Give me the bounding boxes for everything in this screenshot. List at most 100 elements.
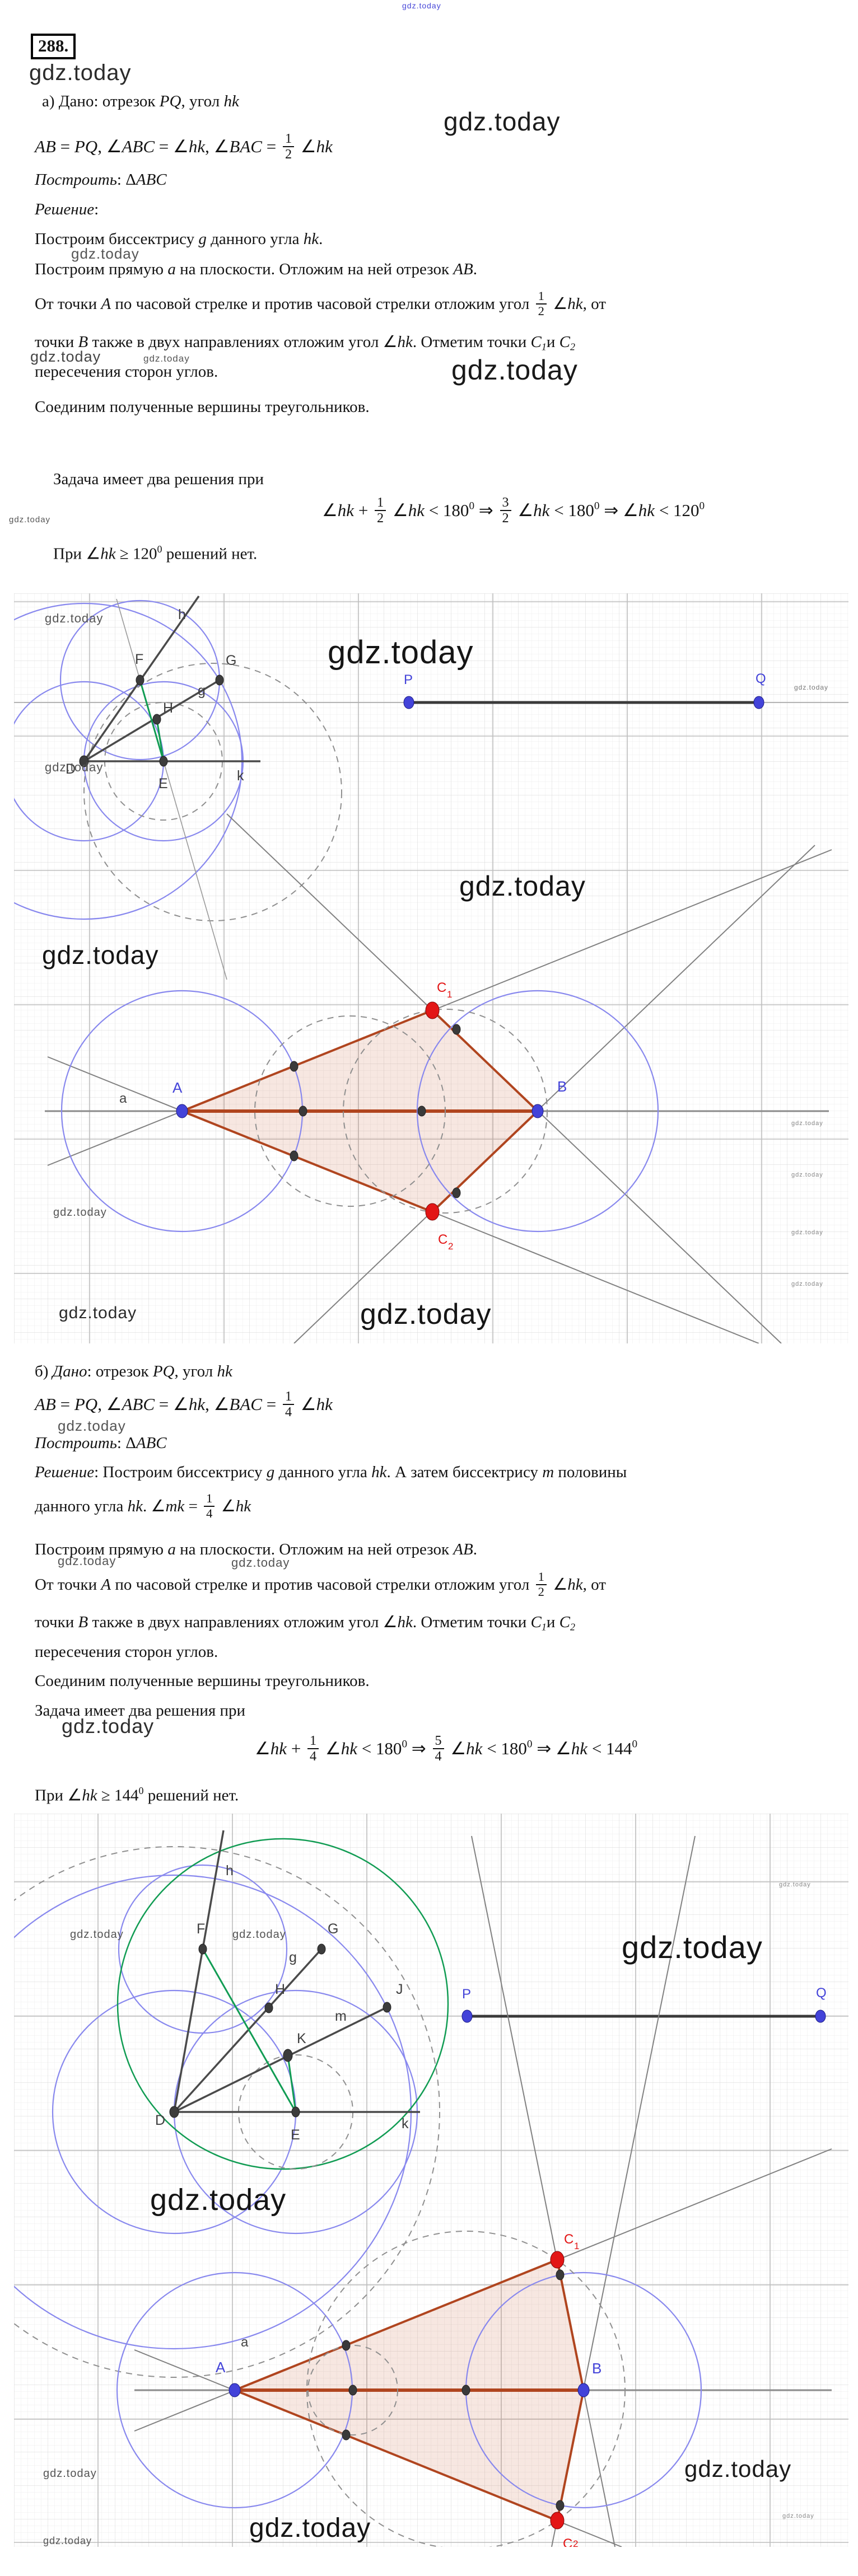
- watermark: gdz.today: [451, 354, 578, 386]
- point-A: [229, 2383, 241, 2397]
- point-G: [317, 1943, 326, 1955]
- construction-points: [169, 1943, 391, 2118]
- bisector-chords-green: [139, 680, 165, 762]
- construction-points: [79, 675, 224, 767]
- point-Q: [753, 696, 764, 709]
- label-F: F: [135, 652, 143, 667]
- point-F: [198, 1943, 207, 1955]
- svg-text:C: C: [438, 1232, 447, 1247]
- label-C2: C 2: [438, 1232, 453, 1252]
- label-g: g: [198, 683, 206, 699]
- label-a: a: [119, 1091, 127, 1106]
- construction-line-thin: [116, 598, 227, 980]
- text-line-a-build: Построить: ΔABC: [35, 171, 167, 189]
- watermark: gdz.today: [9, 515, 51, 524]
- svg-text:gdz.today: gdz.today: [59, 1304, 137, 1322]
- svg-text:gdz.today: gdz.today: [782, 2513, 814, 2519]
- text-line-b-build: Построить: ΔABC: [35, 1434, 167, 1452]
- watermark: gdz.today gdz.today gdz.today gdz.today …: [42, 611, 828, 1331]
- text-line-b-step5: пересечения сторон углов.: [35, 1643, 218, 1661]
- svg-text:gdz.today: gdz.today: [791, 1172, 823, 1178]
- label-C2: C 2: [563, 2536, 578, 2547]
- point-C2: [550, 2512, 565, 2530]
- text-line-a-step2: Построим прямую a на плоскости. Отложим …: [35, 260, 477, 278]
- text-line-a-step5: пересечения сторон углов.: [35, 363, 218, 381]
- label-P: P: [462, 1987, 471, 2002]
- svg-text:gdz.today: gdz.today: [45, 760, 103, 774]
- text-line-b-step6: Соединим полученные вершины треугольнико…: [35, 1672, 370, 1690]
- watermark: gdz.today: [71, 245, 139, 262]
- triangle-sides: [234, 2259, 585, 2522]
- svg-text:gdz.today: gdz.today: [779, 1881, 811, 1888]
- svg-text:gdz.today: gdz.today: [360, 1298, 492, 1331]
- point-B: [531, 1104, 544, 1118]
- watermark: gdz.today: [143, 353, 190, 364]
- svg-text:1: 1: [447, 989, 452, 1000]
- label-h: h: [178, 607, 186, 622]
- intersection-dots: [290, 1024, 461, 1198]
- angle-copy-circles-dashed: [254, 1009, 548, 1214]
- point-P: [461, 2010, 473, 2023]
- point-G: [215, 675, 224, 686]
- point-B: [577, 2383, 590, 2397]
- label-G: G: [328, 1921, 338, 1937]
- bisector-chords-green: [202, 1949, 297, 2113]
- point-E: [159, 756, 168, 767]
- label-J: J: [396, 1982, 403, 1997]
- label-E: E: [158, 776, 168, 791]
- label-D: D: [66, 761, 76, 777]
- angle-copy-circles-dashed: [306, 2231, 626, 2547]
- construction-labels: D E F G H K J h g m k: [155, 1863, 409, 2143]
- label-C1: C 1: [437, 980, 452, 1000]
- point-A: [176, 1104, 188, 1118]
- point-Q: [815, 2010, 826, 2023]
- point-D: [79, 755, 89, 767]
- label-A: A: [172, 1079, 183, 1096]
- label-F: F: [197, 1921, 205, 1937]
- text-line-a-step4: точки B также в двух направлениях отложи…: [35, 333, 575, 353]
- svg-text:gdz.today: gdz.today: [43, 2535, 92, 2546]
- construction-circle-green: [116, 1838, 449, 2170]
- svg-text:gdz.today: gdz.today: [684, 2456, 791, 2482]
- text-line-a-step1: Построим биссектрису g данного угла hk.: [35, 230, 323, 248]
- text-line-a-solution: Решение:: [35, 200, 99, 218]
- svg-text:gdz.today: gdz.today: [794, 683, 828, 691]
- construction-labels: D E F H G h g k: [66, 607, 244, 791]
- text-line-b-solution1: Решение: Построим биссектрису g данного …: [35, 1463, 627, 1481]
- svg-text:gdz.today: gdz.today: [791, 1120, 823, 1127]
- text-line-b-two-solutions: Задача имеет два решения при: [35, 1702, 246, 1720]
- label-K: K: [297, 2031, 306, 2046]
- label-E: E: [291, 2127, 300, 2143]
- text-line-a-step6: Соединим полученные вершины треугольнико…: [35, 398, 370, 416]
- point-P: [403, 696, 414, 709]
- point-K: [283, 2049, 293, 2062]
- watermark: gdz.today: [402, 1, 441, 10]
- label-B: B: [592, 2360, 601, 2377]
- watermark: gdz.today: [29, 60, 132, 85]
- point-H: [152, 714, 161, 725]
- svg-text:2: 2: [448, 1241, 453, 1252]
- svg-text:gdz.today: gdz.today: [622, 1929, 763, 1965]
- svg-text:gdz.today: gdz.today: [459, 870, 586, 902]
- text-line-b-no-solutions: При ∠hk ≥ 1440 решений нет.: [35, 1785, 239, 1805]
- label-h: h: [226, 1863, 234, 1879]
- svg-text:gdz.today: gdz.today: [43, 2467, 97, 2480]
- point-J: [383, 2002, 391, 2013]
- label-Q: Q: [816, 1985, 827, 2001]
- label-H: H: [163, 700, 173, 716]
- label-g: g: [289, 1950, 297, 1965]
- label-A: A: [216, 2359, 226, 2376]
- label-G: G: [226, 653, 236, 668]
- construction-canvas-a: D E F H G h g k P Q a: [14, 593, 848, 1343]
- svg-text:gdz.today: gdz.today: [791, 1281, 823, 1287]
- label-Q: Q: [756, 671, 766, 686]
- svg-text:C: C: [437, 980, 446, 995]
- label-B: B: [557, 1078, 567, 1095]
- intersection-dots: [342, 2269, 565, 2511]
- watermark: gdz.today: [58, 1554, 116, 1568]
- watermark: gdz.today: [231, 1556, 290, 1570]
- svg-text:C: C: [563, 2536, 572, 2547]
